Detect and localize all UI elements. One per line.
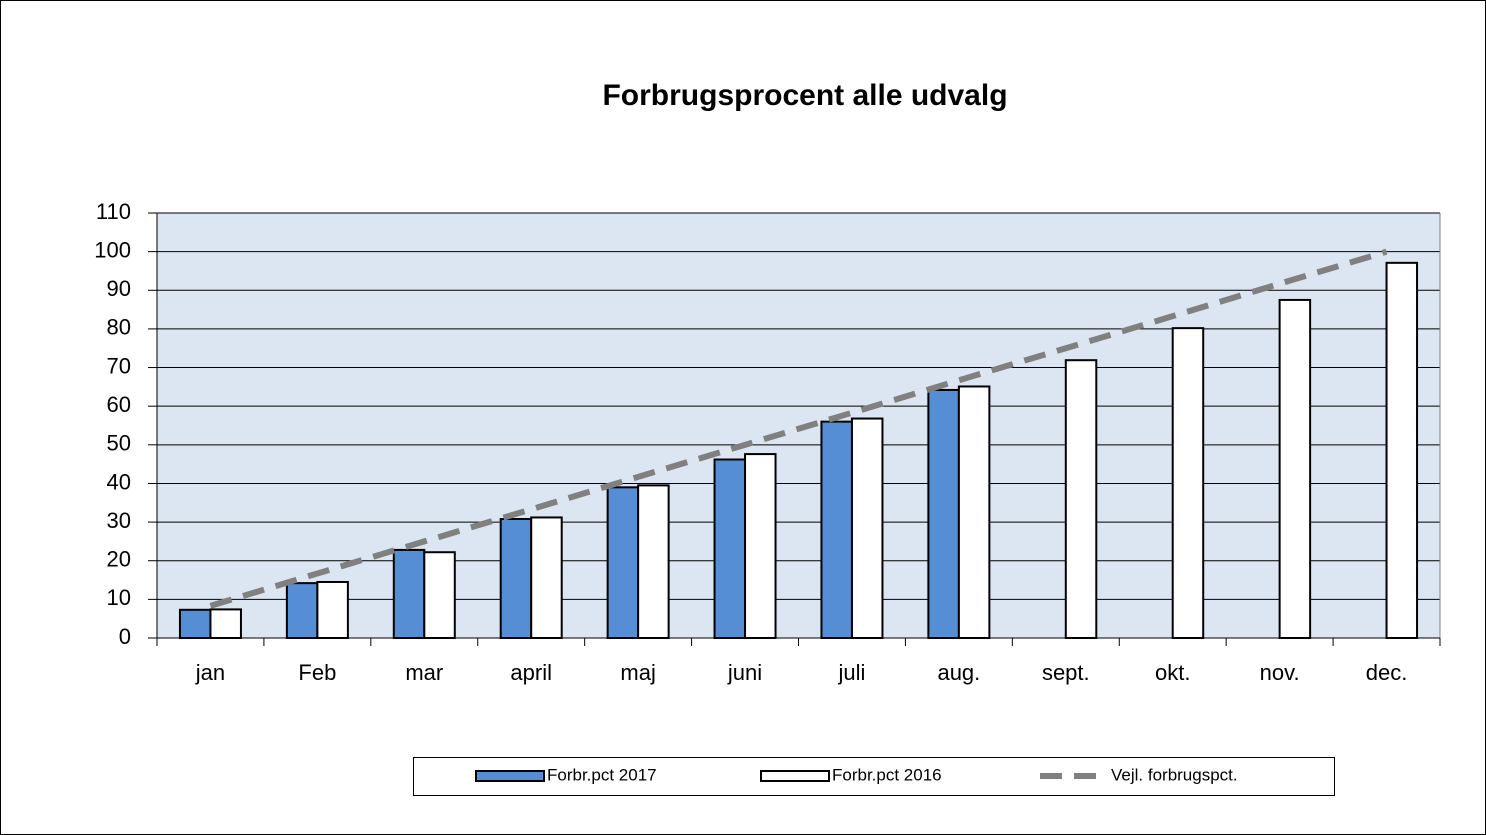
y-tick-label: 60 — [107, 392, 131, 417]
bar — [850, 417, 884, 639]
bar — [606, 486, 640, 639]
y-tick-label: 50 — [107, 431, 131, 456]
x-tick-label: jan — [195, 660, 225, 685]
x-tick-label: okt. — [1155, 660, 1190, 685]
y-tick-label: 40 — [107, 469, 131, 494]
line — [209, 248, 1388, 609]
y-tick-label: 70 — [107, 353, 131, 378]
y-tick-label: 110 — [96, 199, 131, 224]
bar — [744, 453, 777, 639]
bar — [957, 385, 991, 639]
chart-title: Forbrugsprocent alle udvalg — [602, 79, 1007, 112]
bar — [285, 582, 319, 639]
y-tick-label: 0 — [119, 624, 131, 649]
bar — [1278, 298, 1312, 639]
x-tick-label: maj — [620, 660, 655, 685]
y-tick-label: 80 — [107, 315, 131, 340]
bar — [1064, 359, 1098, 639]
x-tick-label: april — [510, 660, 552, 685]
legend-label: Vejl. forbrugspct. — [1111, 765, 1238, 784]
legend-label: Forbr.pct 2016 — [832, 765, 942, 784]
bar — [392, 548, 426, 640]
plot-area — [157, 213, 1440, 638]
bar — [1171, 327, 1205, 639]
x-tick-label: aug. — [937, 660, 980, 685]
x-tick-label: juni — [727, 660, 762, 685]
bar — [637, 484, 670, 639]
bar — [530, 516, 563, 639]
y-tick-label: 10 — [107, 585, 131, 610]
bar — [316, 580, 349, 640]
y-tick-label: 20 — [107, 547, 131, 572]
y-tick-label: 90 — [107, 276, 131, 301]
legend-box — [413, 757, 1335, 796]
x-tick-label: juli — [838, 660, 866, 685]
x-tick-label: nov. — [1260, 660, 1300, 685]
bar — [927, 388, 960, 640]
x-tick-label: dec. — [1366, 660, 1408, 685]
bar — [1385, 261, 1419, 639]
bar — [820, 420, 853, 639]
legend-label: Forbr.pct 2017 — [547, 765, 657, 784]
bar — [209, 608, 242, 640]
bar — [423, 551, 456, 640]
x-tick-label: mar — [405, 660, 443, 685]
x-tick-label: Feb — [298, 660, 336, 685]
y-tick-label: 100 — [94, 237, 131, 262]
legend-swatch — [760, 770, 830, 782]
bar — [499, 518, 533, 639]
legend-swatch — [475, 770, 545, 782]
y-tick-label: 30 — [107, 508, 131, 533]
bar — [713, 458, 747, 639]
bar — [178, 608, 212, 640]
x-tick-label: sept. — [1042, 660, 1090, 685]
